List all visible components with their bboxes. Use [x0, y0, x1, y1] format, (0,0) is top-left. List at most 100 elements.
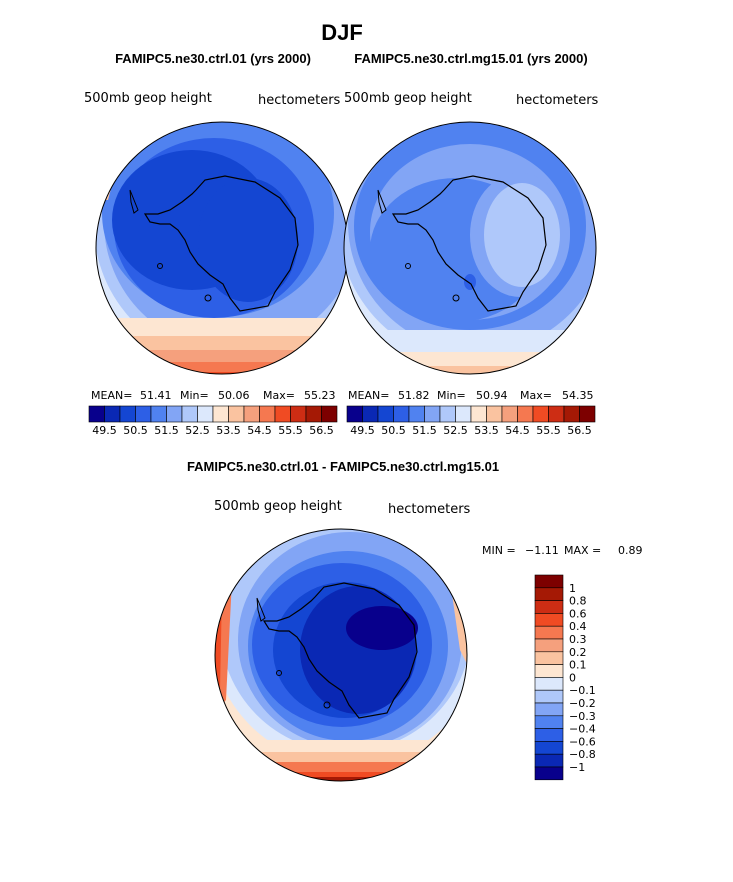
- panel-2-colorbar-swatch: [579, 405, 596, 423]
- panel-3-colorbar-swatch: [534, 715, 564, 729]
- panel-2-colorbar-tick-label: 52.5: [443, 424, 468, 437]
- figure-title: DJF: [321, 20, 363, 45]
- panel-2-mean-label: MEAN=: [348, 389, 389, 402]
- panel-3-colorbar-swatch: [534, 574, 564, 589]
- panel-2-colorbar-swatch: [408, 405, 425, 423]
- panel-3-coastline: [262, 582, 418, 719]
- panel-3-colorbar-tick-label: −0.3: [569, 710, 596, 723]
- panel-1-title: FAMIPC5.ne30.ctrl.01 (yrs 2000): [115, 51, 311, 66]
- panel-3-colorbar: 10.80.60.40.30.20.10−0.1−0.2−0.3−0.4−0.6…: [534, 574, 596, 781]
- panel-2-stats: MEAN= 51.82 Min= 50.94 Max= 54.35: [348, 389, 594, 402]
- panel-1-min-label: Min=: [180, 389, 209, 402]
- panel-2-colorbar-swatch: [346, 405, 363, 423]
- panel-3-colorbar-tick-label: −0.2: [569, 697, 596, 710]
- panel-1-coastline: [143, 175, 299, 312]
- panel-2-colorbar-tick-label: 53.5: [474, 424, 499, 437]
- panel-3-min-value: −1.11: [525, 544, 559, 557]
- panel-2-colorbar-swatch: [486, 405, 503, 423]
- panel-3-colorbar-swatch: [534, 638, 564, 653]
- panel-1-colorbar-swatch: [150, 405, 167, 423]
- panel-3-colorbar-swatch: [534, 677, 564, 691]
- panel-3-colorbar-tick-label: −0.1: [569, 684, 596, 697]
- panel-3-colorbar-tick-label: −0.8: [569, 748, 596, 761]
- panel-1-colorbar-swatch: [212, 405, 229, 423]
- panel-1-min-value: 50.06: [218, 389, 250, 402]
- panel-1-colorbar-tick-label: 53.5: [216, 424, 241, 437]
- panel-1-stats: MEAN= 51.41 Min= 50.06 Max= 55.23: [91, 389, 336, 402]
- panel-3-colorbar-tick-label: 0: [569, 671, 576, 684]
- panel-2-colorbar-swatch: [470, 405, 487, 423]
- panel-3-map-border: [214, 528, 468, 782]
- panel-1-colorbar-swatch: [243, 405, 260, 423]
- panel-1-colorbar-swatch: [259, 405, 276, 423]
- panel-1-colorbar-tick-label: 55.5: [278, 424, 303, 437]
- panel-1-colorbar-swatch: [305, 405, 322, 423]
- panel-2-colorbar-swatch: [439, 405, 456, 423]
- panel-2-colorbar-swatch: [362, 405, 379, 423]
- panel-1-colorbar-swatch: [88, 405, 105, 423]
- panel-3-colorbar-tick-label: −0.6: [569, 735, 596, 748]
- panel-3-colorbar-swatch: [534, 625, 564, 640]
- panel-3-colorbar-tick-label: −0.4: [569, 723, 596, 736]
- panel-2-max-value: 54.35: [562, 389, 594, 402]
- panel-1-colorbar-swatch: [166, 405, 183, 423]
- panel-3-colorbar-swatch: [534, 651, 564, 665]
- panel-3-colorbar-tick-label: 0.8: [569, 595, 587, 608]
- panel-3-colorbar-tick-label: 0.3: [569, 633, 587, 646]
- panel-2-colorbar-swatch: [377, 405, 394, 423]
- panel-2-mean-value: 51.82: [398, 389, 430, 402]
- panel-3-colorbar-swatch: [534, 664, 564, 678]
- panel-1-colorbar: 49.5 50.5 51.5 52.5 53.5 54.5 55.5 56.5: [88, 405, 338, 437]
- panel-3-colorbar-swatch: [534, 741, 564, 755]
- panel-2-colorbar-swatch: [455, 405, 472, 423]
- panel-2-title: FAMIPC5.ne30.ctrl.mg15.01 (yrs 2000): [354, 51, 587, 66]
- panel-1-colorbar-swatch: [228, 405, 245, 423]
- panel-2-min-value: 50.94: [476, 389, 508, 402]
- panel-2-map-border: [343, 121, 597, 375]
- panel-2-colorbar-tick-label: 54.5: [505, 424, 530, 437]
- panel-1-mean-label: MEAN=: [91, 389, 132, 402]
- panel-2-min-label: Min=: [437, 389, 466, 402]
- panel-3-field-label: 500mb geop height: [214, 499, 342, 514]
- panel-1-max-label: Max=: [263, 389, 295, 402]
- panel-1-colorbar-tick-label: 49.5: [92, 424, 117, 437]
- panel-3-units-label: hectometers: [388, 502, 471, 517]
- panel-1-colorbar-swatch: [104, 405, 121, 423]
- panel-2-colorbar-swatch: [563, 405, 580, 423]
- panel-1-colorbar-swatch: [321, 405, 338, 423]
- panel-3-colorbar-tick-label: 0.1: [569, 659, 587, 672]
- panel-3-colorbar-tick-label: 0.4: [569, 620, 587, 633]
- panel-3-title: FAMIPC5.ne30.ctrl.01 - FAMIPC5.ne30.ctrl…: [187, 459, 499, 474]
- panel-3-min-label: MIN =: [482, 544, 516, 557]
- panel-1-field-label: 500mb geop height: [84, 91, 212, 106]
- panel-2-max-label: Max=: [520, 389, 552, 402]
- panel-3-colorbar-swatch: [534, 613, 564, 627]
- panel-1-colorbar-tick-label: 56.5: [309, 424, 334, 437]
- panel-3-max-value: 0.89: [618, 544, 643, 557]
- panel-2: FAMIPC5.ne30.ctrl.mg15.01 (yrs 2000) 500…: [343, 51, 599, 437]
- panel-1-max-value: 55.23: [304, 389, 336, 402]
- panel-1-colorbar-tick-label: 52.5: [185, 424, 210, 437]
- panel-2-colorbar-swatch: [532, 405, 549, 423]
- panel-2-colorbar-swatch: [548, 405, 565, 423]
- panel-2-colorbar-swatch: [501, 405, 518, 423]
- panel-3-colorbar-tick-label: 0.6: [569, 607, 587, 620]
- panel-3-colorbar-tick-label: 0.2: [569, 646, 587, 659]
- panel-1-colorbar-swatch: [135, 405, 152, 423]
- panel-2-colorbar-swatch: [424, 405, 441, 423]
- panel-2-colorbar-tick-label: 56.5: [567, 424, 592, 437]
- panel-3-colorbar-swatch: [534, 600, 564, 614]
- panel-2-units-label: hectometers: [516, 93, 599, 108]
- panel-1-colorbar-tick-label: 50.5: [123, 424, 148, 437]
- panel-3-colorbar-tick-label: −1: [569, 761, 585, 774]
- panel-2-coastline: [391, 175, 547, 312]
- panel-1-colorbar-swatch: [181, 405, 198, 423]
- panel-3-max-label: MAX =: [564, 544, 601, 557]
- panel-3-stats: MIN = −1.11 MAX = 0.89: [482, 544, 643, 557]
- panel-3-colorbar-swatch: [534, 702, 564, 717]
- panel-3-colorbar-swatch: [534, 728, 564, 742]
- panel-1-mean-value: 51.41: [140, 389, 172, 402]
- panel-2-colorbar-swatch: [517, 405, 534, 423]
- panel-3-colorbar-swatch: [534, 753, 564, 768]
